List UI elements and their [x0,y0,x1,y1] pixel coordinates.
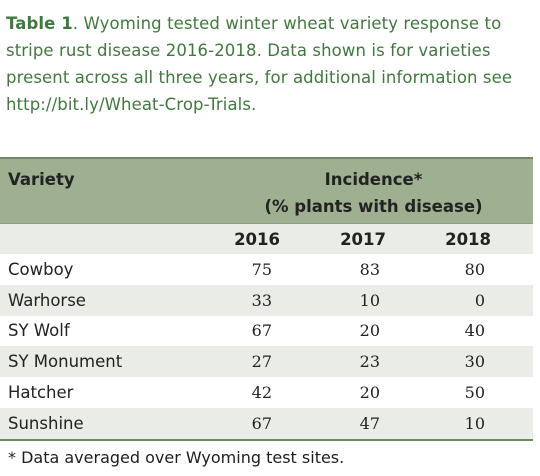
value-2016-cell: 33 [214,284,320,316]
value-2017-cell: 20 [359,321,380,341]
value-2016-cell: 75 [251,259,272,279]
year-header-2017: 2017 [320,223,426,254]
header-blank-cell [0,189,214,224]
value-2017-cell: 23 [320,346,426,378]
variety-cell: SY Wolf [8,321,70,341]
variety-cell: Warhorse [0,284,214,316]
value-2018-cell: 10 [426,407,534,440]
variety-cell: SY Monument [0,346,214,378]
incidence-subheader: (% plants with disease) [214,189,534,224]
value-2017-cell: 47 [320,407,426,440]
header-subrow: (% plants with disease) [0,189,534,224]
variety-header: Variety [0,158,214,189]
incidence-header: Incidence* [214,158,534,189]
years-blank-cell [0,223,214,254]
years-row: 2016 2017 2018 [0,223,534,254]
table-row: Sunshine 67 47 10 [0,407,534,440]
year-header-2018: 2018 [426,223,534,254]
stripe-rust-table: Variety Incidence* (% plants with diseas… [0,157,534,441]
caption-label: Table 1 [6,14,73,33]
value-2018-cell: 30 [426,346,534,378]
value-2016-cell: 67 [251,321,272,341]
year-header-2016: 2016 [214,223,320,254]
value-2018-cell: 0 [426,284,534,316]
value-2017-cell: 20 [359,383,380,403]
caption-text: . Wyoming tested winter wheat variety re… [6,14,513,114]
table-row: SY Wolf 67 20 40 [0,316,533,347]
value-2018-cell: 80 [464,259,486,279]
table-caption: Table 1. Wyoming tested winter wheat var… [6,10,534,118]
table-row: SY Monument 27 23 30 [0,346,534,378]
variety-cell: Sunshine [0,407,214,440]
header-row: Variety Incidence* [0,158,534,189]
value-2018-cell: 50 [464,383,486,403]
table-row: Cowboy 75 83 80 [0,254,533,285]
value-2017-cell: 10 [320,284,426,316]
variety-cell: Cowboy [8,259,74,279]
table-row: Warhorse 33 10 0 [0,284,534,316]
value-2017-cell: 83 [359,259,380,279]
value-2016-cell: 67 [214,407,320,440]
value-2018-cell: 40 [464,321,486,341]
value-2016-cell: 27 [214,346,320,378]
table-footnote: * Data averaged over Wyoming test sites. [8,448,345,467]
value-2016-cell: 42 [251,383,272,403]
variety-cell: Hatcher [8,383,74,403]
table-row: Hatcher 42 20 50 [0,377,533,408]
